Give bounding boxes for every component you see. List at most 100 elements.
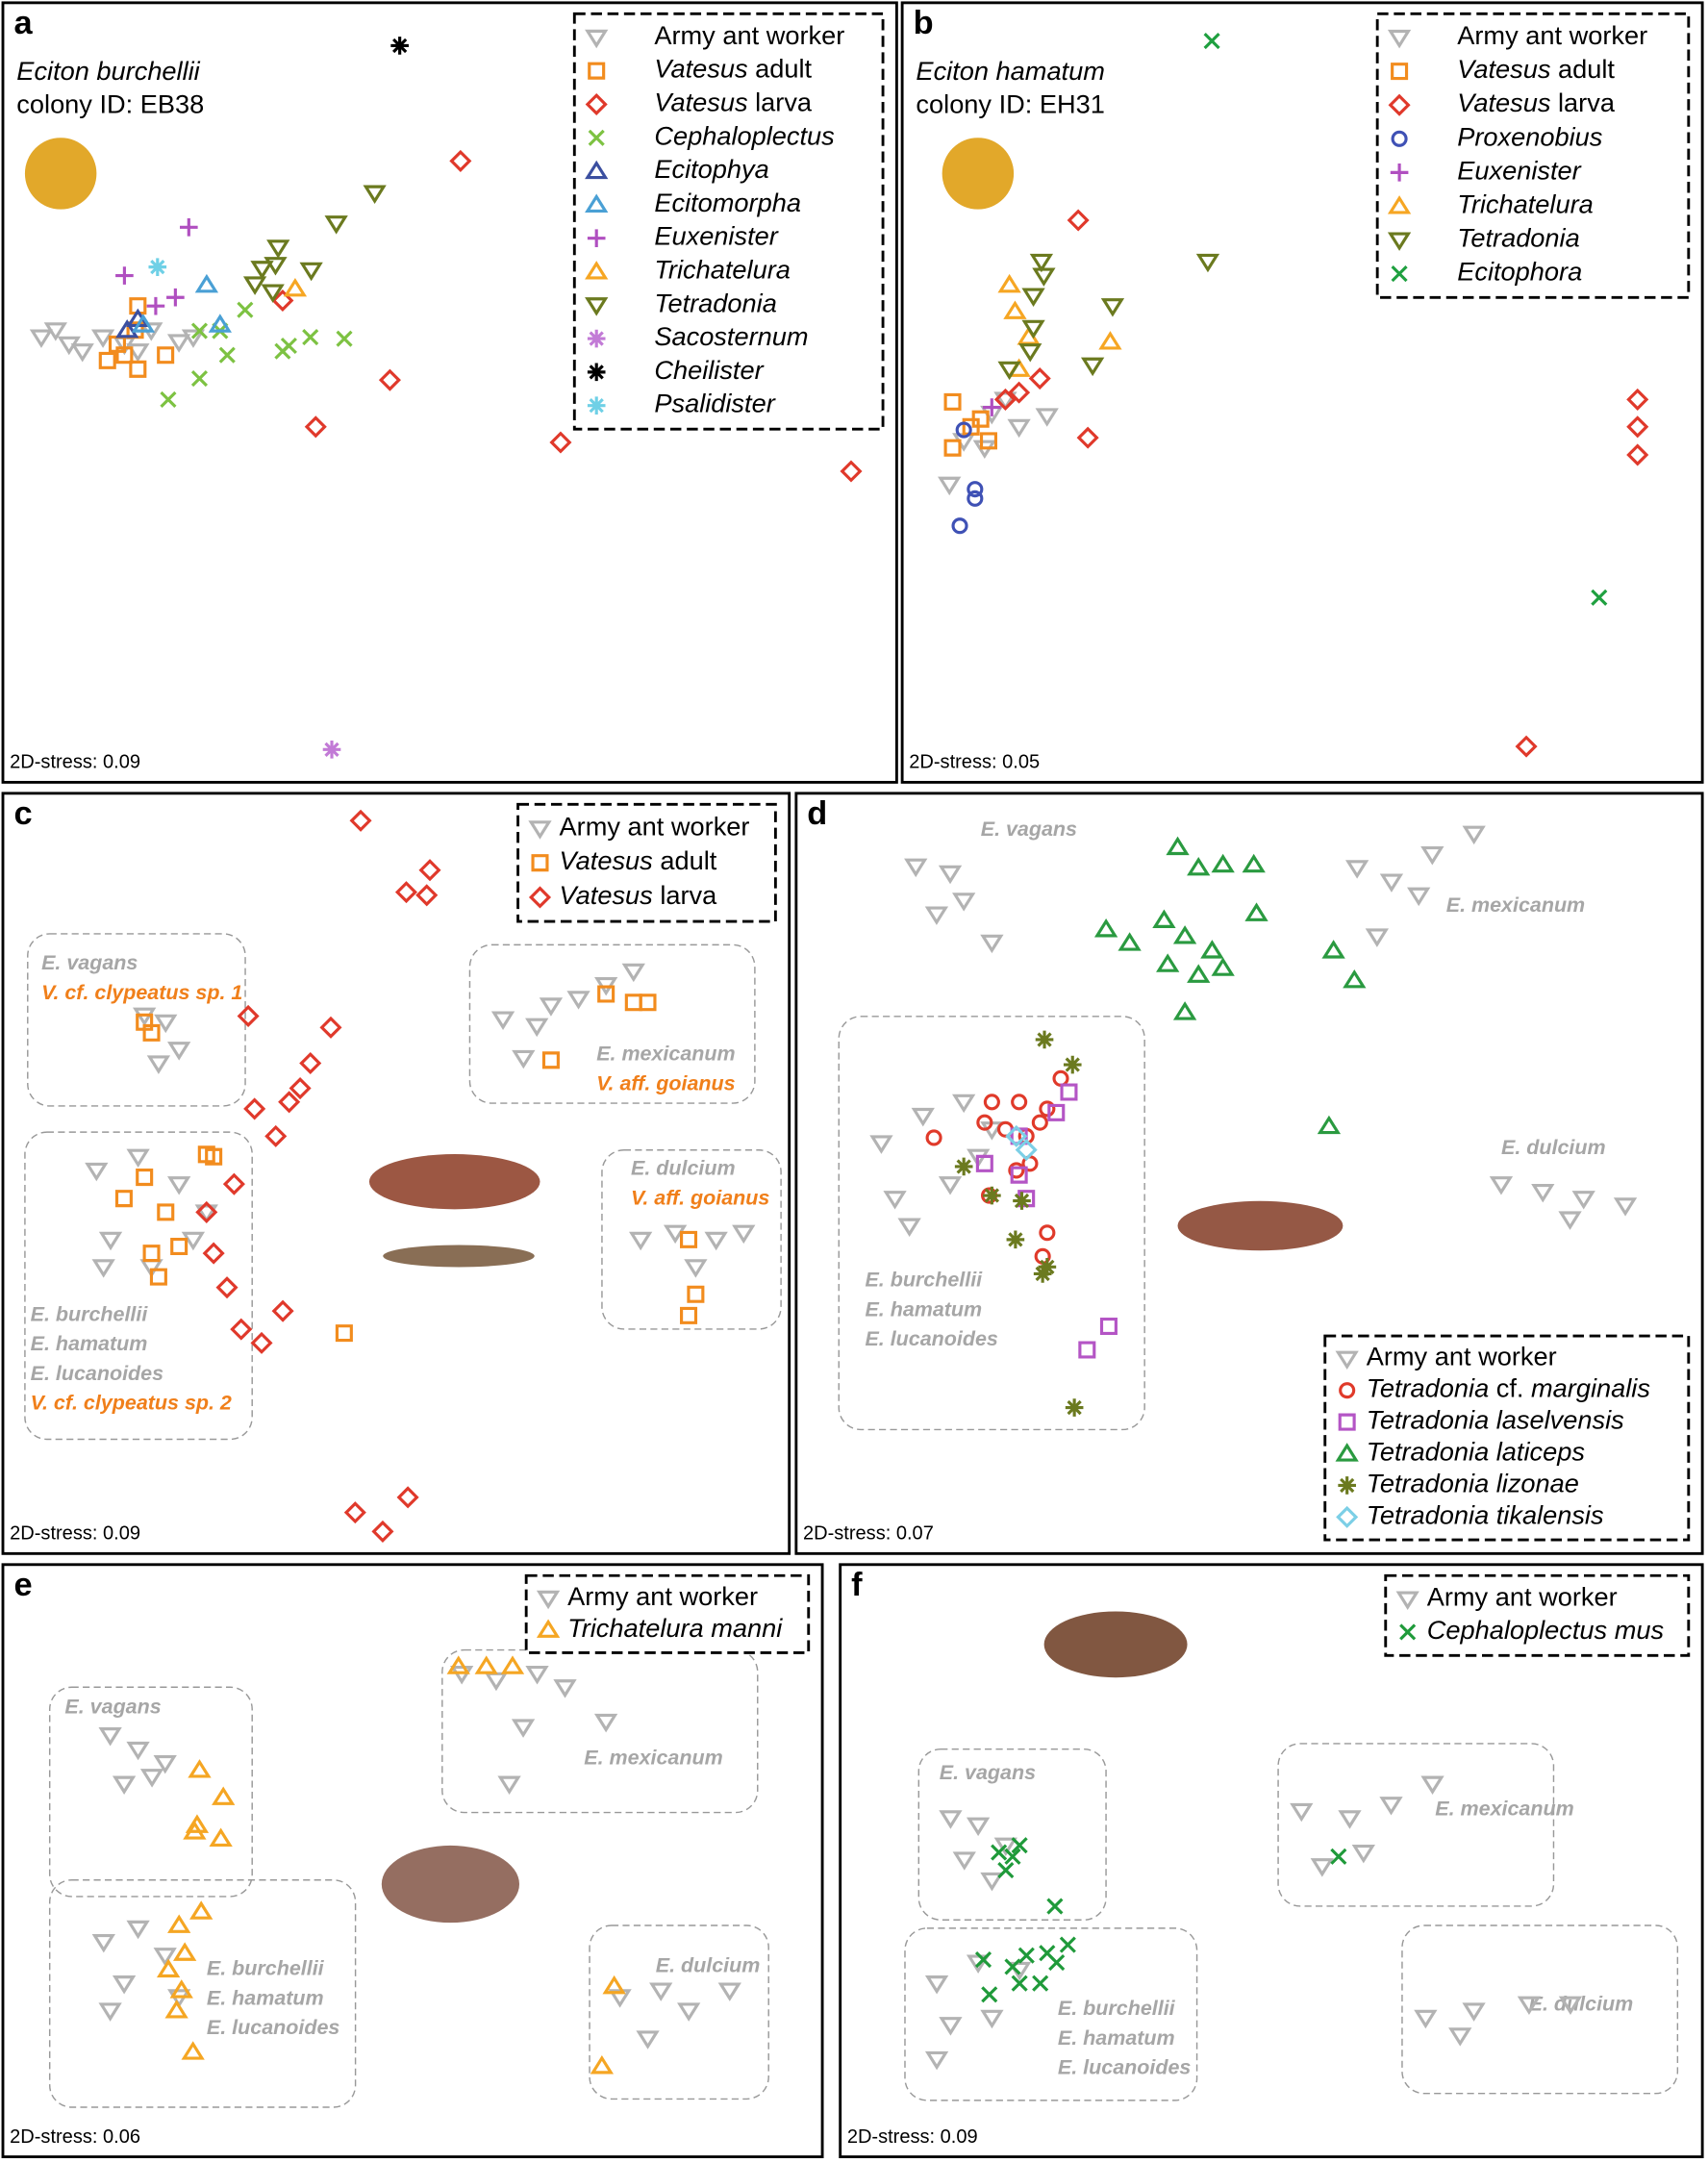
legend-box	[516, 802, 777, 923]
beetle-photo	[1043, 1611, 1188, 1678]
point	[943, 439, 962, 457]
cluster-label: E. dulcium	[1501, 1136, 1606, 1159]
legend-label: Tetradonia tikalensis	[1367, 1500, 1604, 1530]
point	[511, 1719, 536, 1738]
point	[202, 1242, 225, 1265]
point	[497, 1775, 521, 1795]
point	[139, 1769, 164, 1788]
legend-marker	[1387, 232, 1412, 251]
cluster-box	[48, 1879, 357, 2108]
panel-subtitle: Eciton burchellii	[16, 56, 200, 86]
legend-label: Vatesus adult	[1457, 54, 1615, 84]
cluster-label: E. dulcium	[631, 1156, 736, 1179]
legend-marker	[1388, 93, 1411, 116]
legend-marker	[1395, 1591, 1419, 1610]
cluster-box	[601, 1149, 782, 1330]
point	[1017, 1947, 1035, 1964]
point	[1517, 1996, 1542, 2016]
point	[629, 1231, 653, 1251]
legend-label: Army ant worker	[1457, 20, 1647, 50]
point	[156, 1958, 181, 1978]
legend-marker	[587, 396, 606, 415]
point	[378, 368, 401, 391]
point	[1035, 408, 1059, 427]
legend-marker	[585, 160, 609, 180]
point	[1015, 1139, 1038, 1162]
legend-label: Tetradonia laselvensis	[1367, 1405, 1624, 1435]
point	[1379, 1797, 1403, 1816]
point	[1005, 1124, 1028, 1147]
legend-box	[1323, 1334, 1691, 1542]
legend-label: Tetradonia	[654, 288, 776, 317]
cluster-label: E. mexicanum	[584, 1746, 722, 1769]
point	[264, 257, 288, 276]
panel-label: d	[807, 795, 827, 832]
point	[98, 351, 116, 369]
point	[687, 1285, 705, 1303]
point	[974, 1950, 992, 1969]
point	[304, 415, 327, 439]
point	[1290, 1802, 1314, 1823]
legend-box	[524, 1573, 811, 1654]
point	[1407, 887, 1431, 907]
legend-marker	[1338, 1476, 1356, 1495]
point	[983, 1094, 1000, 1111]
legend-marker	[587, 329, 606, 348]
cluster-box	[589, 1924, 769, 2100]
point	[146, 296, 165, 315]
point	[924, 906, 949, 925]
point	[29, 329, 54, 348]
point	[160, 390, 177, 408]
legend-marker	[585, 29, 609, 49]
point	[938, 865, 963, 885]
beetle-photo	[1177, 1200, 1344, 1251]
point	[1047, 1103, 1066, 1121]
cluster-label: E. lucanoides	[207, 2016, 339, 2039]
stress-label: 2D-stress: 0.07	[803, 1523, 934, 1545]
cluster-label: E. hamatum	[31, 1332, 148, 1355]
point	[980, 934, 1004, 954]
panel-frame	[1, 1563, 824, 2158]
point	[166, 334, 191, 353]
cluster-label: E. hamatum	[207, 1986, 324, 2009]
point	[131, 314, 156, 333]
point	[1344, 860, 1369, 879]
panel-subtitle: colony ID: EB38	[16, 88, 204, 118]
legend-label: Vatesus adult	[654, 54, 812, 84]
point	[1365, 928, 1390, 947]
point	[90, 329, 115, 348]
point	[484, 1672, 509, 1692]
point	[553, 1679, 577, 1698]
point	[1156, 953, 1180, 972]
point	[1489, 1176, 1514, 1195]
point	[1059, 1936, 1076, 1953]
point	[299, 1051, 322, 1075]
point	[1321, 940, 1345, 959]
point	[212, 1786, 236, 1805]
legend-label: Army ant worker	[1427, 1582, 1618, 1612]
point	[450, 1666, 474, 1685]
point	[250, 261, 274, 280]
point	[1351, 1844, 1375, 1864]
point	[997, 1861, 1015, 1879]
point	[1166, 836, 1190, 856]
point	[1046, 1898, 1064, 1915]
legend-label: Vatesus larva	[654, 88, 813, 117]
point	[981, 1986, 998, 2003]
legend-label: Trichatelura manni	[567, 1613, 783, 1643]
point	[250, 1331, 273, 1354]
point	[126, 1741, 150, 1761]
stress-label: 2D-stress: 0.09	[10, 752, 140, 773]
legend-marker	[585, 261, 609, 280]
point	[1032, 1974, 1049, 1992]
point	[230, 1318, 253, 1341]
point	[1028, 367, 1051, 390]
legend-marker	[587, 229, 606, 247]
stress-label: 2D-stress: 0.06	[10, 2126, 140, 2148]
point	[1420, 846, 1444, 866]
point	[271, 1299, 294, 1322]
point	[602, 1974, 626, 1995]
legend-marker	[536, 1590, 561, 1610]
point	[621, 963, 645, 983]
point	[1011, 1094, 1028, 1111]
